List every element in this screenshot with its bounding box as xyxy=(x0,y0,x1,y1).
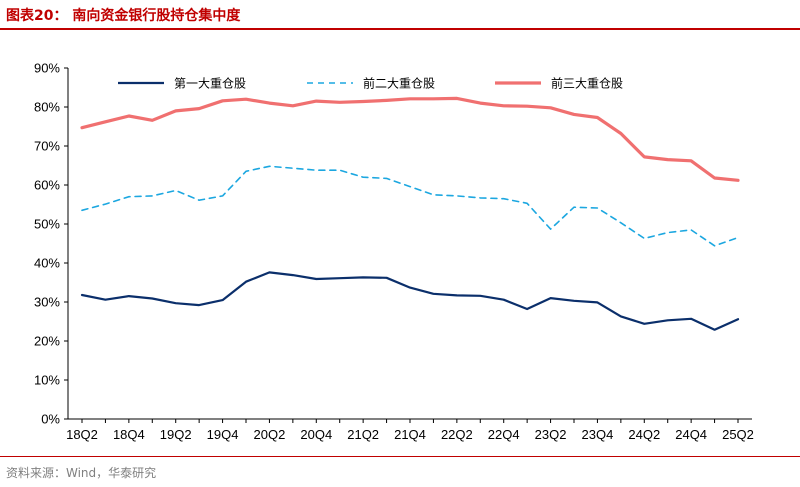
x-tick-label: 22Q2 xyxy=(441,427,473,442)
x-tick-label: 21Q2 xyxy=(347,427,379,442)
legend-label-2: 前二大重仓股 xyxy=(363,76,435,91)
x-tick-label: 18Q2 xyxy=(66,427,98,442)
y-tick-label: 40% xyxy=(34,256,60,271)
x-tick-label: 25Q2 xyxy=(722,427,754,442)
y-tick-label: 20% xyxy=(34,334,60,349)
x-tick-label: 18Q4 xyxy=(113,427,145,442)
y-tick-label: 60% xyxy=(34,178,60,193)
axes: 0% 10% 20% 30% 40% 50% 60% 70% 80% 90% 18Q2 18Q4 19Q… xyxy=(34,61,754,443)
x-tick-label: 19Q4 xyxy=(207,427,239,442)
series-line-3 xyxy=(80,96,740,182)
y-tick-label: 10% xyxy=(34,373,60,388)
y-tick-label: 90% xyxy=(34,61,60,76)
source-note: 资料来源：Wind，华泰研究 xyxy=(6,466,157,480)
y-tick-label: 30% xyxy=(34,295,60,310)
figure-title: 图表20： 南向资金银行股持仓集中度 xyxy=(6,8,241,24)
series-lines xyxy=(80,96,740,331)
x-tick-label: 24Q2 xyxy=(628,427,660,442)
y-tick-label: 70% xyxy=(34,139,60,154)
x-tick-label: 20Q2 xyxy=(254,427,286,442)
x-tick-label: 22Q4 xyxy=(488,427,520,442)
series-line-1 xyxy=(80,271,740,331)
x-tick-label: 19Q2 xyxy=(160,427,192,442)
legend: 第一大重仓股 前二大重仓股 前三大重仓股 xyxy=(118,76,623,91)
x-tick-label: 24Q4 xyxy=(675,427,707,442)
x-tick-label: 23Q2 xyxy=(535,427,567,442)
y-tick-label: 50% xyxy=(34,217,60,232)
y-tick-label: 0% xyxy=(41,412,60,427)
title-divider xyxy=(0,28,800,30)
y-tick-label: 80% xyxy=(34,100,60,115)
x-tick-label: 23Q4 xyxy=(582,427,614,442)
series-line-2 xyxy=(81,165,739,247)
legend-label-1: 第一大重仓股 xyxy=(174,77,246,91)
source-divider xyxy=(0,456,800,457)
legend-label-3: 前三大重仓股 xyxy=(551,76,623,91)
x-tick-label: 21Q4 xyxy=(394,427,426,442)
x-tick-label: 20Q4 xyxy=(300,427,332,442)
